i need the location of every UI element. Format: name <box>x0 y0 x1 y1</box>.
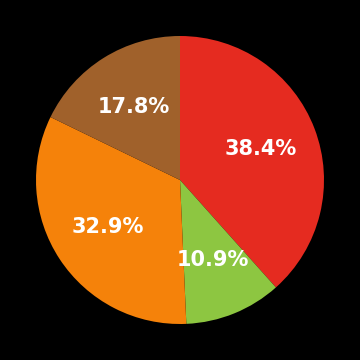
Text: 32.9%: 32.9% <box>72 217 144 238</box>
Wedge shape <box>180 36 324 287</box>
Wedge shape <box>36 117 186 324</box>
Wedge shape <box>50 36 180 180</box>
Text: 17.8%: 17.8% <box>98 97 170 117</box>
Text: 38.4%: 38.4% <box>225 139 297 159</box>
Text: 10.9%: 10.9% <box>176 250 249 270</box>
Wedge shape <box>180 180 276 324</box>
